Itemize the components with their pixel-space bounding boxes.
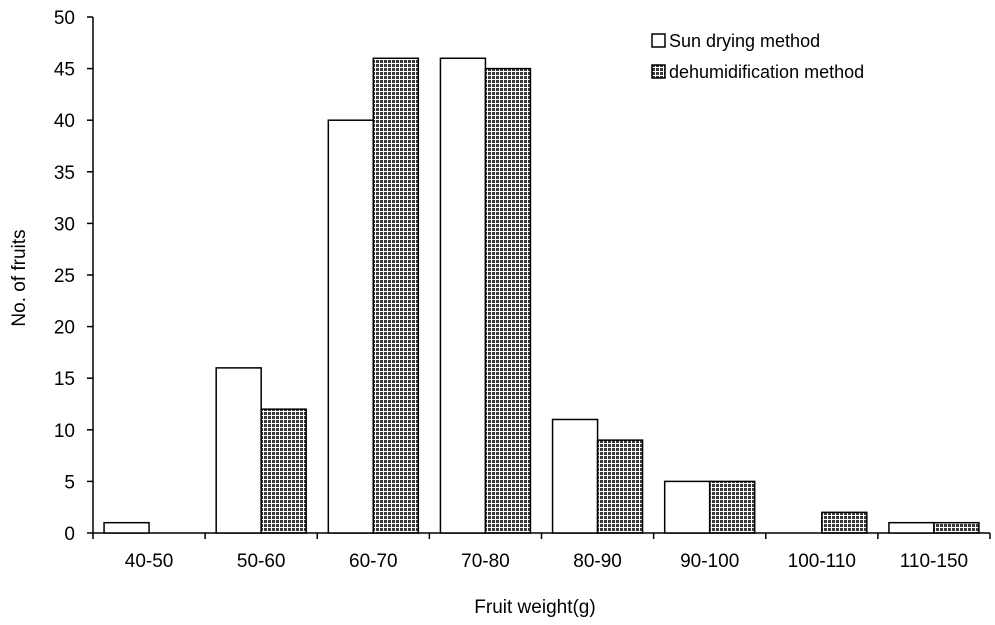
bar-dehumidification <box>484 67 532 534</box>
x-tick-label: 80-90 <box>573 551 622 572</box>
x-axis: 40-50 50-60 60-70 70-80 80-90 90-100 100-110 11… <box>92 532 991 572</box>
y-axis: 0 5 10 15 20 25 30 35 40 45 50 <box>54 8 94 545</box>
bar-dehumidification <box>821 511 868 534</box>
x-tick-label: 100-110 <box>788 551 856 572</box>
y-tick-label: 50 <box>54 8 75 29</box>
bar-sun-drying <box>663 480 711 534</box>
bar-sun-drying <box>215 367 262 534</box>
x-tick-label: 60-70 <box>349 551 398 572</box>
x-tick-label: 40-50 <box>125 551 174 572</box>
legend-label: Sun drying method <box>669 31 820 51</box>
legend-label: dehumidification method <box>669 62 864 82</box>
x-axis-label: Fruit weight(g) <box>474 597 595 618</box>
bar-dehumidification <box>372 57 420 534</box>
y-tick-label: 40 <box>54 111 75 132</box>
y-tick-label: 10 <box>54 421 75 442</box>
bar-sun-drying <box>888 521 935 534</box>
y-tick-label: 45 <box>54 60 75 81</box>
x-tick-label: 110-150 <box>900 551 968 572</box>
x-tick-label: 50-60 <box>237 551 286 572</box>
bar-dehumidification <box>708 480 756 534</box>
bar-sun-drying <box>103 521 150 534</box>
bar-dehumidification <box>260 408 307 534</box>
y-tick-label: 15 <box>54 369 75 390</box>
legend-swatch <box>651 64 666 79</box>
y-tick-label: 20 <box>54 318 75 339</box>
y-tick-label: 30 <box>54 214 75 235</box>
x-tick-label: 90-100 <box>680 551 739 572</box>
bar-sun-drying <box>551 418 599 534</box>
y-tick-label: 25 <box>54 266 75 287</box>
y-tick-label: 5 <box>64 472 75 493</box>
y-axis-label: No. of fruits <box>9 229 30 326</box>
y-tick-label: 35 <box>54 163 75 184</box>
bars <box>103 57 980 534</box>
x-tick-label: 70-80 <box>461 551 510 572</box>
bar-sun-drying <box>439 57 487 534</box>
legend-swatch <box>651 33 666 48</box>
bar-dehumidification <box>933 521 980 534</box>
bar-dehumidification <box>596 439 644 534</box>
bar-sun-drying <box>327 119 375 534</box>
legend: Sun drying method dehumidification method <box>651 31 864 82</box>
y-tick-label: 0 <box>64 524 75 545</box>
